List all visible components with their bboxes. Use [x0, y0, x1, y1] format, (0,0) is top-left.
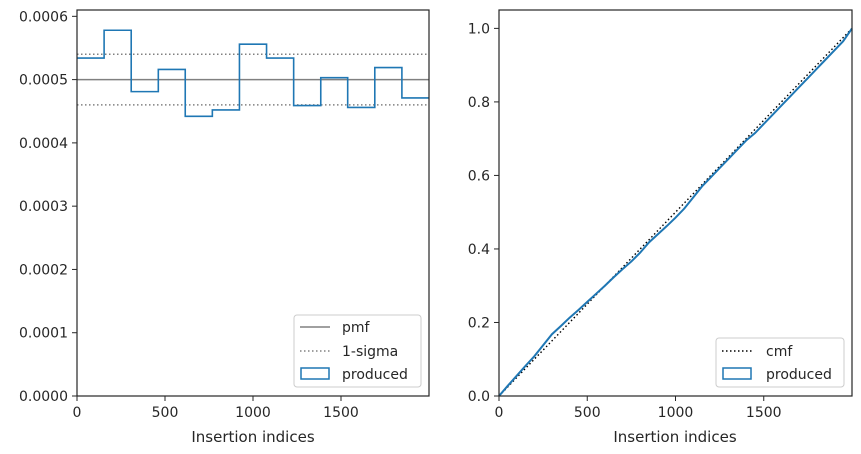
x-tick-label: 0	[495, 405, 504, 421]
y-tick-label: 0.0006	[19, 9, 68, 25]
histogram-marks	[77, 29, 429, 118]
histogram-legend: pmf 1-sigma produced	[293, 314, 422, 388]
y-tick-label: 0.0003	[19, 199, 68, 215]
histogram-legend-box	[293, 314, 422, 388]
histogram-x-ticks: 0 500 1000 1500	[73, 396, 359, 421]
legend-1-sigma-label: 1-sigma	[342, 344, 398, 360]
legend-pmf-label: pmf	[342, 320, 371, 336]
y-tick-label: 1.0	[468, 21, 490, 37]
produced-step-line	[77, 29, 429, 118]
cumulative-x-ticks: 0 500 1000 1500	[495, 396, 782, 421]
x-tick-label: 1000	[658, 405, 694, 421]
x-tick-label: 500	[574, 405, 601, 421]
x-tick-label: 1500	[323, 405, 359, 421]
y-tick-label: 0.0	[468, 389, 490, 405]
cumulative-marks	[498, 27, 853, 397]
cumulative-legend-box	[715, 337, 845, 388]
produced-series-line	[498, 27, 853, 397]
x-tick-label: 1000	[235, 405, 271, 421]
x-tick-label: 0	[73, 405, 82, 421]
y-tick-label: 0.4	[468, 242, 490, 258]
histogram-panel: 0 500 1000 1500 0.00000.00010.00020.00030.0…	[19, 9, 430, 446]
y-tick-label: 0.6	[468, 168, 490, 184]
x-tick-label: 500	[152, 405, 179, 421]
y-tick-label: 0.0002	[19, 262, 68, 278]
y-tick-label: 0.0000	[19, 389, 68, 405]
cmf-series-line	[498, 27, 853, 397]
y-tick-label: 0.0005	[19, 73, 68, 89]
cumulative-y-ticks: 0.0 0.2 0.4 0.6 0.8 1.0	[468, 21, 499, 405]
y-tick-label: 0.2	[468, 315, 490, 331]
y-tick-label: 0.0004	[19, 136, 68, 152]
y-tick-label: 0.8	[468, 95, 490, 111]
cumulative-panel: 0 500 1000 1500 0.0 0.2 0.4 0.6 0.8 1.0 Insertio…	[468, 9, 853, 446]
legend-produced-label: produced	[766, 367, 832, 383]
cumulative-x-axis-label: Insertion indices	[613, 428, 736, 446]
y-tick-label: 0.0001	[19, 326, 68, 342]
legend-cmf-label: cmf	[766, 344, 793, 360]
cumulative-legend: cmf produced	[715, 337, 845, 388]
x-tick-label: 1500	[746, 405, 782, 421]
histogram-x-axis-label: Insertion indices	[191, 428, 314, 446]
legend-produced-swatch	[300, 367, 330, 380]
legend-produced-label: produced	[342, 367, 408, 383]
legend-produced-swatch	[722, 367, 752, 380]
histogram-y-ticks: 0.0000 0.0001 0.0002 0.0003 0.0004 0.0005 0.00…	[19, 9, 77, 405]
